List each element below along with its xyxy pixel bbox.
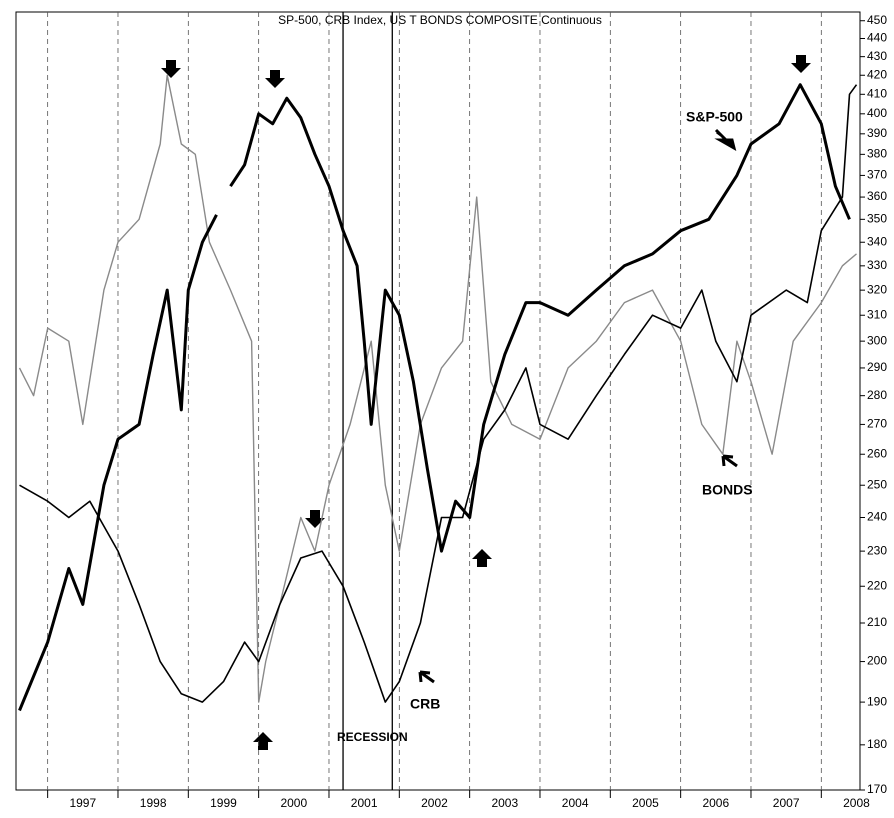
series-line xyxy=(18,83,851,712)
x-tick-label: 2003 xyxy=(491,796,518,810)
y-tick-label: 200 xyxy=(867,654,887,668)
y-tick-label: 270 xyxy=(867,417,887,431)
y-tick-label: 410 xyxy=(867,86,887,100)
x-tick-label: 1997 xyxy=(69,796,96,810)
x-tick-label: 2002 xyxy=(421,796,448,810)
plot-frame xyxy=(15,11,861,791)
y-tick-label: 290 xyxy=(867,360,887,374)
y-tick-label: 390 xyxy=(867,126,887,140)
annotation: CRB xyxy=(410,696,440,712)
annotation: RECESSION xyxy=(337,730,408,744)
x-tick-label: 2000 xyxy=(280,796,307,810)
y-tick-label: 420 xyxy=(867,67,887,81)
y-tick-label: 190 xyxy=(867,694,887,708)
x-tick-label: 2005 xyxy=(632,796,659,810)
y-tick-label: 260 xyxy=(867,446,887,460)
y-tick-label: 330 xyxy=(867,258,887,272)
y-tick-label: 250 xyxy=(867,477,887,491)
y-tick-label: 240 xyxy=(867,510,887,524)
y-tick-label: 380 xyxy=(867,147,887,161)
x-tick-label: 2006 xyxy=(702,796,729,810)
series-line xyxy=(18,74,857,703)
y-tick-label: 170 xyxy=(867,782,887,796)
annotation: S&P-500 xyxy=(686,109,743,125)
y-tick-label: 180 xyxy=(867,737,887,751)
y-tick-label: 210 xyxy=(867,615,887,629)
y-tick-label: 280 xyxy=(867,388,887,402)
chart-title: SP-500, CRB Index, US T BONDS COMPOSITE … xyxy=(278,13,602,27)
y-tick-label: 350 xyxy=(867,212,887,226)
y-tick-label: 300 xyxy=(867,333,887,347)
x-tick-label: 2004 xyxy=(562,796,589,810)
x-tick-label: 2001 xyxy=(351,796,378,810)
x-tick-label: 1999 xyxy=(210,796,237,810)
x-tick-label: 2007 xyxy=(773,796,800,810)
y-tick-label: 220 xyxy=(867,578,887,592)
y-tick-label: 370 xyxy=(867,168,887,182)
y-tick-label: 440 xyxy=(867,31,887,45)
y-tick-label: 450 xyxy=(867,13,887,27)
y-tick-label: 360 xyxy=(867,189,887,203)
arrows xyxy=(161,55,811,750)
x-tick-label: 1998 xyxy=(140,796,167,810)
y-tick-label: 310 xyxy=(867,307,887,321)
y-tick-label: 340 xyxy=(867,234,887,248)
annotation: BONDS xyxy=(702,482,753,498)
x-tick-label: 2008 xyxy=(843,796,870,810)
y-tick-label: 230 xyxy=(867,543,887,557)
y-tick-label: 400 xyxy=(867,106,887,120)
y-tick-label: 320 xyxy=(867,282,887,296)
y-tick-label: 430 xyxy=(867,49,887,63)
